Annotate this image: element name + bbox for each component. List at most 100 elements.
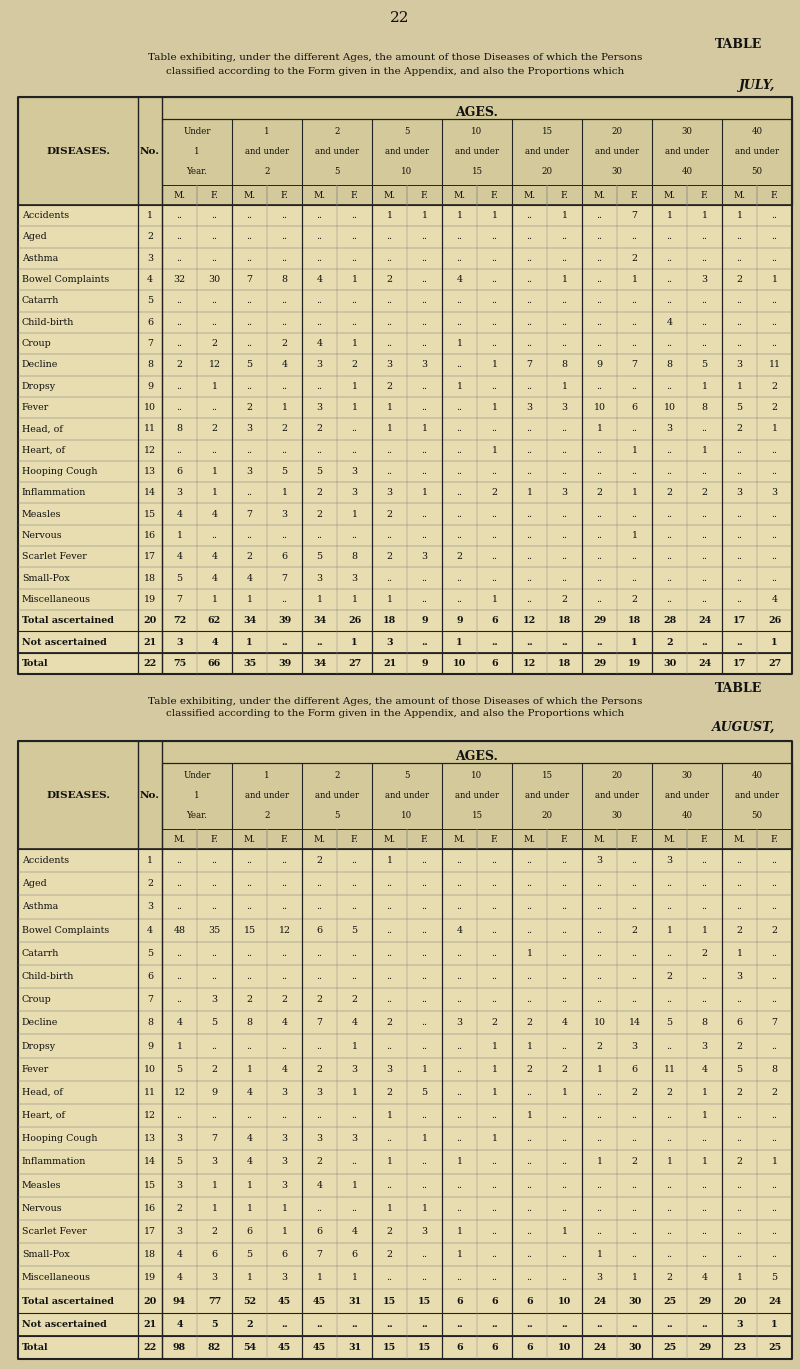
- Text: ..: ..: [771, 318, 778, 327]
- Text: 3: 3: [386, 638, 393, 646]
- Text: 3: 3: [282, 1135, 287, 1143]
- Text: M.: M.: [314, 190, 326, 200]
- Text: ..: ..: [526, 879, 533, 888]
- Text: ..: ..: [422, 340, 427, 348]
- Text: F.: F.: [630, 190, 638, 200]
- Text: ..: ..: [562, 1112, 567, 1120]
- Text: ..: ..: [702, 467, 707, 476]
- Text: Dropsy: Dropsy: [22, 382, 56, 390]
- Text: ..: ..: [246, 1112, 253, 1120]
- Text: 19: 19: [144, 1273, 156, 1283]
- Text: ..: ..: [177, 402, 182, 412]
- Text: ..: ..: [702, 596, 707, 604]
- Text: 2: 2: [737, 1088, 742, 1097]
- Text: 5: 5: [246, 1250, 253, 1259]
- Text: 6: 6: [147, 318, 153, 327]
- Text: ..: ..: [457, 902, 462, 912]
- Text: 3: 3: [317, 402, 322, 412]
- Text: ..: ..: [491, 509, 498, 519]
- Text: 2: 2: [317, 995, 322, 1005]
- Text: ..: ..: [526, 902, 533, 912]
- Text: 77: 77: [208, 1296, 221, 1306]
- Text: Head, of: Head, of: [22, 1088, 63, 1097]
- Text: ..: ..: [177, 972, 182, 982]
- Text: ..: ..: [491, 1250, 498, 1259]
- Text: 1: 1: [351, 1273, 358, 1283]
- Text: 6: 6: [631, 402, 638, 412]
- Text: and under: and under: [665, 790, 709, 799]
- Text: ..: ..: [631, 1180, 638, 1190]
- Text: ..: ..: [317, 297, 322, 305]
- Text: 9: 9: [211, 1088, 218, 1097]
- Text: 20: 20: [542, 167, 553, 175]
- Text: 4: 4: [177, 552, 182, 561]
- Text: 2: 2: [702, 949, 707, 958]
- Text: ..: ..: [702, 297, 707, 305]
- Text: 24: 24: [768, 1296, 781, 1306]
- Text: 1: 1: [597, 1250, 602, 1259]
- Text: 2: 2: [177, 360, 182, 370]
- Text: 1: 1: [631, 1273, 638, 1283]
- Text: ..: ..: [666, 297, 673, 305]
- Text: ..: ..: [736, 638, 743, 646]
- Text: 2: 2: [666, 1273, 673, 1283]
- Text: ..: ..: [177, 995, 182, 1005]
- Text: ..: ..: [246, 856, 253, 865]
- Text: ..: ..: [737, 856, 742, 865]
- Text: ..: ..: [491, 382, 498, 390]
- Text: 1: 1: [702, 446, 707, 455]
- Text: ..: ..: [317, 382, 322, 390]
- Text: 3: 3: [177, 1135, 182, 1143]
- Text: 4: 4: [457, 925, 462, 935]
- Text: Croup: Croup: [22, 995, 52, 1005]
- Text: Aged: Aged: [22, 879, 46, 888]
- Text: No.: No.: [140, 790, 160, 799]
- Text: ..: ..: [526, 925, 533, 935]
- Bar: [18, 97, 792, 674]
- Text: 4: 4: [246, 1157, 253, 1166]
- Text: ..: ..: [386, 902, 393, 912]
- Text: 10: 10: [453, 658, 466, 668]
- Text: 31: 31: [348, 1296, 361, 1306]
- Text: Child-birth: Child-birth: [22, 972, 74, 982]
- Text: ..: ..: [771, 1180, 778, 1190]
- Text: Small-Pox: Small-Pox: [22, 1250, 70, 1259]
- Text: ..: ..: [737, 297, 742, 305]
- Text: ..: ..: [422, 596, 427, 604]
- Text: ..: ..: [526, 297, 533, 305]
- Text: 1: 1: [702, 1112, 707, 1120]
- Text: 15: 15: [471, 167, 482, 175]
- Text: 20: 20: [143, 616, 157, 626]
- Text: 7: 7: [147, 340, 153, 348]
- Text: ..: ..: [457, 1180, 462, 1190]
- Text: 5: 5: [422, 1088, 427, 1097]
- Text: ..: ..: [177, 879, 182, 888]
- Text: ..: ..: [702, 340, 707, 348]
- Text: ..: ..: [597, 949, 602, 958]
- Text: 2: 2: [737, 1042, 742, 1050]
- Text: 1: 1: [631, 638, 638, 646]
- Text: Heart, of: Heart, of: [22, 446, 65, 455]
- Text: 6: 6: [246, 1227, 253, 1236]
- Text: 1: 1: [491, 1135, 498, 1143]
- Text: ..: ..: [771, 509, 778, 519]
- Text: 62: 62: [208, 616, 221, 626]
- Text: Total: Total: [22, 658, 49, 668]
- Text: Not ascertained: Not ascertained: [22, 1320, 106, 1329]
- Text: ..: ..: [737, 446, 742, 455]
- Text: 20: 20: [733, 1296, 746, 1306]
- Text: 4: 4: [351, 1019, 358, 1027]
- Text: ..: ..: [562, 424, 567, 434]
- Text: 4: 4: [177, 509, 182, 519]
- Text: ..: ..: [211, 856, 218, 865]
- Text: 10: 10: [558, 1343, 571, 1353]
- Text: ..: ..: [597, 902, 602, 912]
- Bar: [18, 97, 792, 205]
- Text: 6: 6: [317, 925, 322, 935]
- Text: ..: ..: [702, 424, 707, 434]
- Text: ..: ..: [597, 340, 602, 348]
- Text: 3: 3: [702, 275, 707, 285]
- Text: ..: ..: [526, 1273, 533, 1283]
- Text: 75: 75: [173, 658, 186, 668]
- Text: 3: 3: [211, 1273, 218, 1283]
